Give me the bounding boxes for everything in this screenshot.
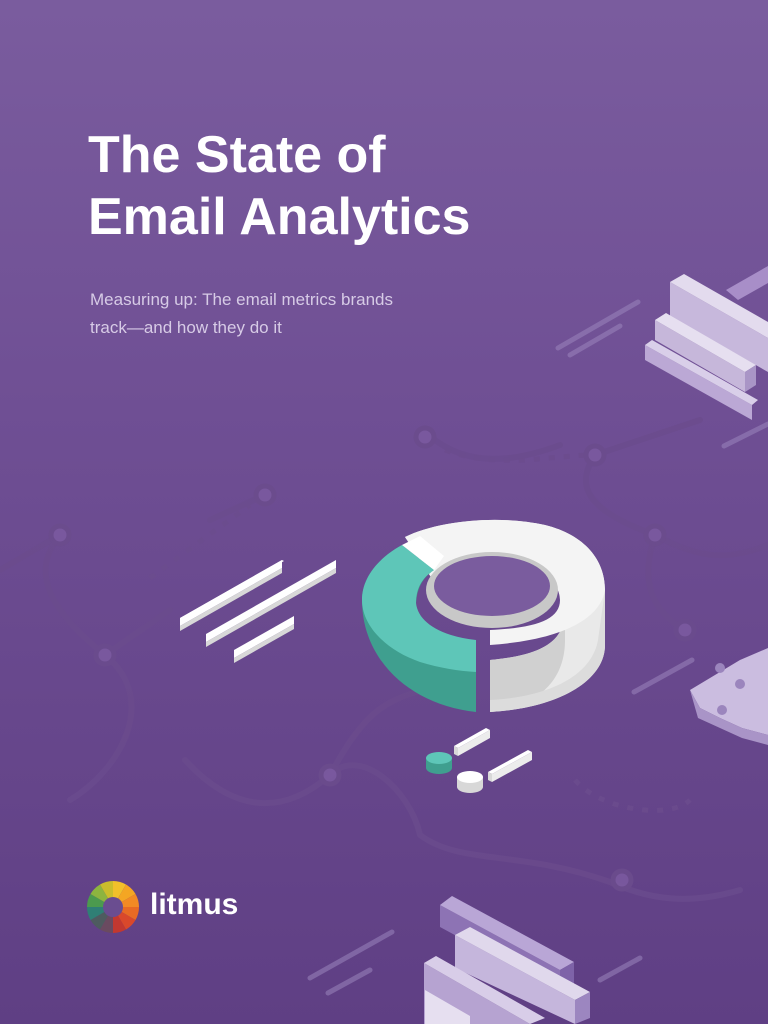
report-title: The State of Email Analytics [88, 124, 470, 248]
title-line-1: The State of [88, 126, 386, 184]
subtitle-line-2: track—and how they do it [90, 318, 282, 337]
report-subtitle: Measuring up: The email metrics brands t… [90, 286, 480, 342]
litmus-color-wheel-icon [87, 881, 139, 933]
title-line-2: Email Analytics [88, 188, 471, 246]
brand-name: litmus [150, 888, 239, 921]
donut-chart-illustration [362, 519, 605, 712]
subtitle-line-1: Measuring up: The email metrics brands [90, 290, 393, 309]
litmus-logo: litmus [84, 876, 264, 940]
